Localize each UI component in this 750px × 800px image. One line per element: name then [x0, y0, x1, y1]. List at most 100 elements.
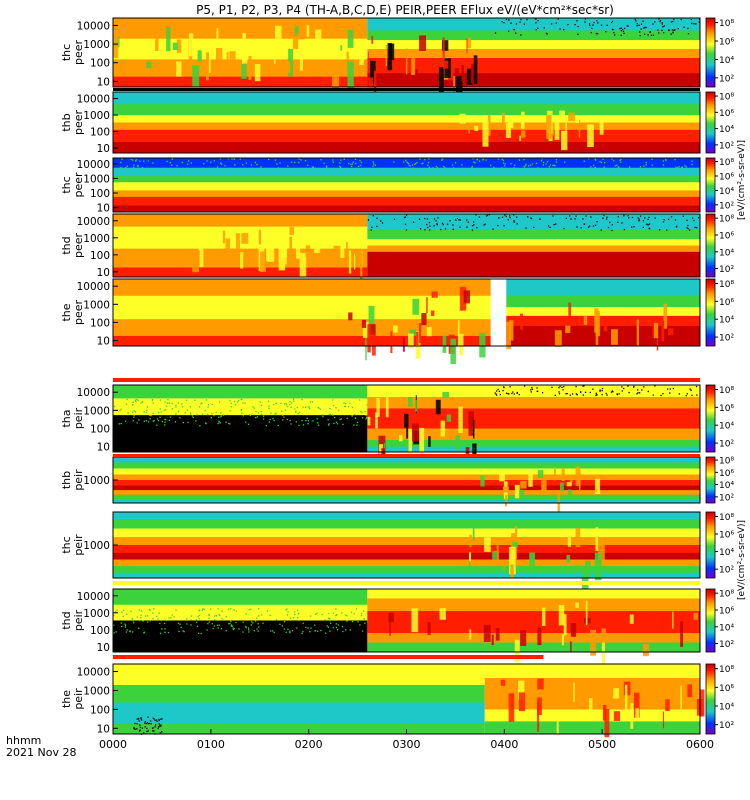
- ytick-label: 1000: [83, 299, 110, 311]
- panel-ylabel: thdpeir: [60, 609, 85, 631]
- ytick-label: 10000: [77, 591, 110, 603]
- panel-ylabel: thbpeir: [60, 469, 85, 491]
- ytick-label: 10000: [77, 216, 110, 228]
- panel-frame: [112, 91, 701, 154]
- colorbar-tick-label: 10⁴: [719, 248, 734, 258]
- panel-ylabel: thepeer: [60, 300, 85, 326]
- ytick-label: 1000: [83, 540, 110, 552]
- colorbar-tick-label: 10⁴: [719, 56, 734, 66]
- ytick-label: 1000: [83, 405, 110, 417]
- colorbar-tick-label: 10⁴: [719, 481, 734, 491]
- ytick-label: 100: [90, 704, 110, 716]
- ytick-label: 100: [90, 127, 110, 139]
- panel-frame: [112, 588, 701, 653]
- spectrogram-image: [113, 385, 700, 462]
- panel-ylabel: thcpeir: [60, 534, 85, 556]
- ytick-label: 10000: [77, 94, 110, 106]
- panel-ylabel: thdpeer: [60, 233, 85, 259]
- colorbar-tick-label: 10⁸: [719, 665, 734, 675]
- colorbar-tick-label: 10²: [719, 721, 734, 731]
- colorbar-tick-label: 10⁸: [719, 158, 734, 168]
- time-axis-label: hhmm: [6, 734, 41, 747]
- colorbar: 10² 10⁴ 10⁶ 10⁸: [705, 588, 734, 653]
- colorbar-tick-label: 10²: [719, 141, 734, 151]
- spectrogram-image: [113, 158, 700, 213]
- panel-ylabel: thbpeer: [60, 110, 85, 136]
- xtick-label: 0500: [588, 738, 616, 751]
- colorbar-tick-label: 10⁶: [719, 232, 734, 242]
- colorbar-tick-label: 10²: [719, 201, 734, 211]
- panel-tha-peir: thapeir 10000 1000 100 10 10² 10⁴ 10⁶ 10⁸: [60, 384, 734, 462]
- xtick-label: 0100: [197, 738, 225, 751]
- ytick-label: 10: [97, 442, 110, 454]
- panel-ylabel: thcpeer: [60, 40, 85, 66]
- xtick-label: 0600: [686, 738, 714, 751]
- colorbar-tick-label: 10⁸: [719, 215, 734, 225]
- time-axis: 0000 0100 0200 0300 0400 0500 0600: [99, 729, 714, 751]
- colorbar-tick-label: 10²: [719, 440, 734, 450]
- colorbar: 10² 10⁴ 10⁶ 10⁸: [705, 511, 734, 579]
- spectrogram-image: [113, 664, 705, 738]
- colorbar-tick-label: 10⁶: [719, 469, 734, 479]
- panel-ylabel: thapeir: [60, 407, 85, 429]
- spectrogram-image: [113, 92, 700, 154]
- colorbar-tick-label: 10⁶: [719, 173, 734, 183]
- ytick-label: 1000: [83, 173, 110, 185]
- colorbar-tick-label: 10⁶: [719, 404, 734, 414]
- colorbar-tick-label: 10²: [719, 640, 734, 650]
- panel-the-peir: thepeir 10000 1000 100 10 10² 10⁴ 10⁶ 10⁸: [60, 663, 734, 738]
- panel-the-peer: thepeer 10000 1000 100 10 10² 10⁴ 10⁶ 10⁸: [60, 278, 734, 364]
- panel-thb-peer: thbpeer 10000 1000 100 10 10² 10⁴ 10⁶ 10⁸: [60, 91, 734, 155]
- colorbar-tick-label: 10²: [719, 265, 734, 275]
- ytick-label: 1000: [83, 608, 110, 620]
- chart-title: P5, P1, P2, P3, P4 (TH-A,B,C,D,E) PEIR,P…: [196, 3, 614, 17]
- ytick-label: 10: [97, 723, 110, 735]
- ytick-label: 10: [97, 203, 110, 215]
- colorbar-tick-label: 10²: [719, 334, 734, 344]
- colorbar-label-peir: [eV/(cm²-s-sr-eV)]: [737, 520, 747, 600]
- ytick-label: 1000: [83, 685, 110, 697]
- ytick-label: 1000: [83, 110, 110, 122]
- ytick-label: 10: [97, 143, 110, 155]
- colorbar-tick-label: 10⁶: [719, 38, 734, 48]
- colorbar-tick-label: 10⁶: [719, 607, 734, 617]
- ytick-label: 1000: [83, 233, 110, 245]
- colorbar-tick-label: 10⁴: [719, 623, 734, 633]
- spectrogram-image: [113, 512, 700, 590]
- ytick-label: 10000: [77, 667, 110, 679]
- panel-thd-peir: thdpeir 10000 1000 100 10 10² 10⁴ 10⁶ 10⁸: [60, 588, 734, 668]
- spectrogram-image: [113, 214, 700, 279]
- ytick-label: 10: [97, 267, 110, 279]
- colorbar-tick-label: 10⁸: [719, 386, 734, 396]
- ytick-label: 10: [97, 642, 110, 654]
- colorbar-tick-label: 10⁴: [719, 703, 734, 713]
- ytick-label: 10000: [77, 281, 110, 293]
- colorbar: 10² 10⁴ 10⁶ 10⁸: [705, 213, 734, 278]
- ytick-label: 10000: [77, 387, 110, 399]
- spectrogram-image: [113, 457, 700, 514]
- colorbar-tick-label: 10²: [719, 74, 734, 84]
- colorbar-tick-label: 10⁶: [719, 298, 734, 308]
- ytick-label: 100: [90, 625, 110, 637]
- ytick-label: 100: [90, 58, 110, 70]
- colorbar-tick-label: 10⁴: [719, 316, 734, 326]
- colorbar: 10² 10⁴ 10⁶ 10⁸: [705, 384, 734, 453]
- panel-frame: [112, 278, 701, 347]
- date-label: 2021 Nov 28: [6, 746, 76, 759]
- panel-frame: [112, 17, 701, 88]
- panel-ylabel: thepeir: [60, 688, 85, 710]
- ytick-label: 100: [90, 317, 110, 329]
- colorbar-tick-label: 10⁶: [719, 531, 734, 541]
- ytick-label: 10000: [77, 159, 110, 171]
- data-flag-bars: [113, 88, 700, 659]
- panel-frame: [112, 213, 701, 278]
- ytick-label: 10: [97, 336, 110, 348]
- panel-ylabel: thcpeer: [60, 172, 85, 198]
- ytick-label: 10000: [77, 20, 110, 32]
